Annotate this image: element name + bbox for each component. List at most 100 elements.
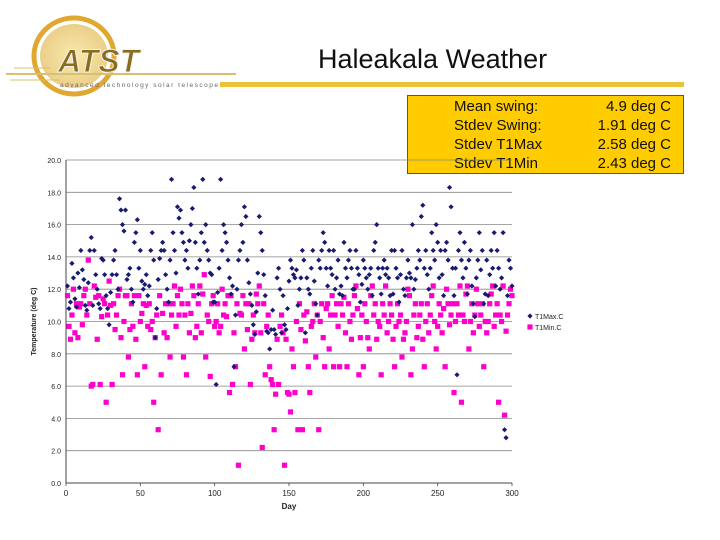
data-point-t1max <box>443 239 450 245</box>
data-point-t1max <box>259 247 265 254</box>
data-point-t1min <box>158 372 164 378</box>
data-point-t1max <box>82 302 88 308</box>
data-point-t1min <box>149 318 155 325</box>
data-point-t1min <box>148 326 154 333</box>
data-point-t1min <box>209 301 215 307</box>
data-point-t1max <box>421 265 427 271</box>
data-point-t1min <box>369 283 375 289</box>
data-point-t1min <box>298 326 304 333</box>
data-point-t1min <box>82 286 88 292</box>
data-point-t1max <box>118 207 124 213</box>
data-point-t1max <box>473 275 479 281</box>
x-axis-label: Day <box>282 502 297 511</box>
data-point-t1min <box>100 296 106 302</box>
data-point-t1max <box>311 278 317 284</box>
data-point-t1min <box>293 318 300 325</box>
data-point-t1max <box>174 204 181 210</box>
data-point-t1min <box>103 399 109 405</box>
data-point-t1max <box>414 265 420 271</box>
data-point-t1max <box>136 265 142 271</box>
data-point-t1max <box>255 270 261 276</box>
data-point-t1min <box>173 323 179 329</box>
data-point-t1min <box>488 291 494 297</box>
data-point-t1max <box>186 238 192 244</box>
data-point-t1max <box>481 301 487 307</box>
data-point-t1min <box>115 293 121 299</box>
data-point-t1max <box>405 257 411 263</box>
x-tick-label: 250 <box>431 489 445 498</box>
data-point-t1min <box>154 312 160 318</box>
data-point-t1max <box>325 283 331 289</box>
data-point-t1max <box>280 293 286 299</box>
data-point-t1max <box>106 322 112 328</box>
data-point-t1max <box>158 247 164 254</box>
data-point-t1min <box>273 391 279 397</box>
data-point-t1min <box>433 346 439 352</box>
data-point-t1min <box>467 318 473 325</box>
data-point-t1min <box>341 294 347 300</box>
data-point-t1max <box>108 289 114 296</box>
data-point-t1max <box>362 265 368 271</box>
data-point-t1max <box>488 247 494 254</box>
data-point-t1max <box>125 272 132 278</box>
data-point-t1max <box>281 322 288 328</box>
data-point-t1min <box>72 330 78 336</box>
atst-logo-graphic: ATST advanced technology solar telescope <box>6 15 236 97</box>
data-point-t1min <box>137 318 143 325</box>
data-point-t1max <box>133 230 139 236</box>
data-point-t1min <box>378 372 384 378</box>
data-point-t1max <box>360 257 366 263</box>
data-point-t1max <box>446 184 453 191</box>
data-point-t1min <box>432 318 438 325</box>
data-point-t1max <box>253 309 259 315</box>
data-point-t1max <box>243 213 249 220</box>
data-point-t1max <box>283 326 289 333</box>
stat-label: Stdev T1Min <box>454 155 538 172</box>
data-point-t1max <box>295 302 301 308</box>
data-point-t1min <box>326 346 332 352</box>
data-point-t1min <box>299 427 305 433</box>
y-axis-label: Temperature (deg C) <box>31 288 38 356</box>
data-point-t1min <box>143 302 149 308</box>
data-point-t1max <box>491 230 497 236</box>
data-point-t1min <box>174 293 181 299</box>
data-point-t1min <box>87 301 93 307</box>
data-point-t1min <box>405 286 411 292</box>
data-point-t1max <box>394 275 401 281</box>
data-point-t1min <box>317 318 323 325</box>
data-point-t1min <box>406 293 413 299</box>
data-point-t1min <box>403 318 410 325</box>
data-point-t1max <box>79 267 85 273</box>
stat-value: 4.9 deg C <box>605 98 671 115</box>
data-point-t1min <box>255 301 261 307</box>
data-point-t1min <box>387 301 393 307</box>
data-point-t1min <box>249 336 255 342</box>
data-point-t1min <box>185 301 191 307</box>
data-point-t1min <box>197 283 203 289</box>
data-point-t1max <box>438 247 444 254</box>
data-point-t1max <box>429 230 435 236</box>
data-point-t1max <box>137 247 143 254</box>
data-point-t1max <box>183 247 190 254</box>
data-point-t1min <box>426 330 432 336</box>
data-point-t1min <box>347 318 353 325</box>
data-point-t1max <box>406 270 413 276</box>
data-point-t1min <box>76 304 82 310</box>
data-point-t1min <box>225 293 231 299</box>
data-point-t1max <box>262 293 268 299</box>
data-point-t1max <box>345 257 352 263</box>
data-point-t1max <box>116 196 123 202</box>
data-point-t1min <box>231 330 237 336</box>
data-point-t1min <box>420 336 426 342</box>
data-point-t1min <box>97 381 103 388</box>
data-point-t1max <box>458 257 465 263</box>
data-point-t1max <box>203 222 209 228</box>
data-point-t1max <box>454 372 460 378</box>
data-point-t1max <box>408 275 414 281</box>
data-point-t1min <box>67 336 74 342</box>
data-point-t1max <box>271 326 277 333</box>
data-point-t1min <box>348 336 355 342</box>
data-point-t1min <box>504 312 511 318</box>
data-point-t1min <box>91 283 97 289</box>
data-point-t1max <box>167 257 173 263</box>
